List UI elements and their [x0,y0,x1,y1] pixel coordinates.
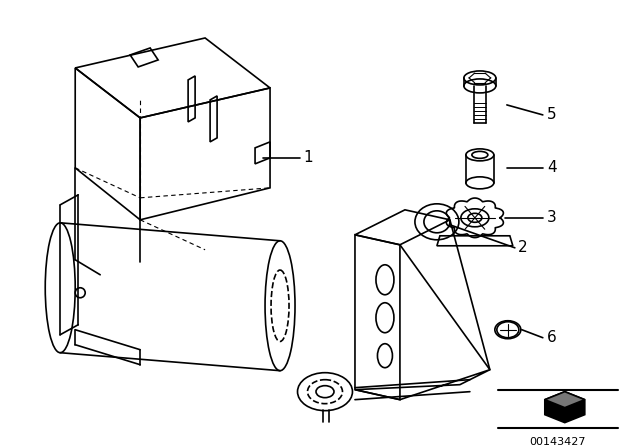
Text: 3: 3 [547,210,557,225]
Polygon shape [545,392,585,422]
Text: 4: 4 [547,160,556,175]
Polygon shape [545,392,585,408]
Text: 6: 6 [547,330,557,345]
Text: 00143427: 00143427 [529,437,586,447]
Text: 5: 5 [547,107,556,122]
Text: 1: 1 [303,150,312,165]
Text: 2: 2 [518,240,527,255]
